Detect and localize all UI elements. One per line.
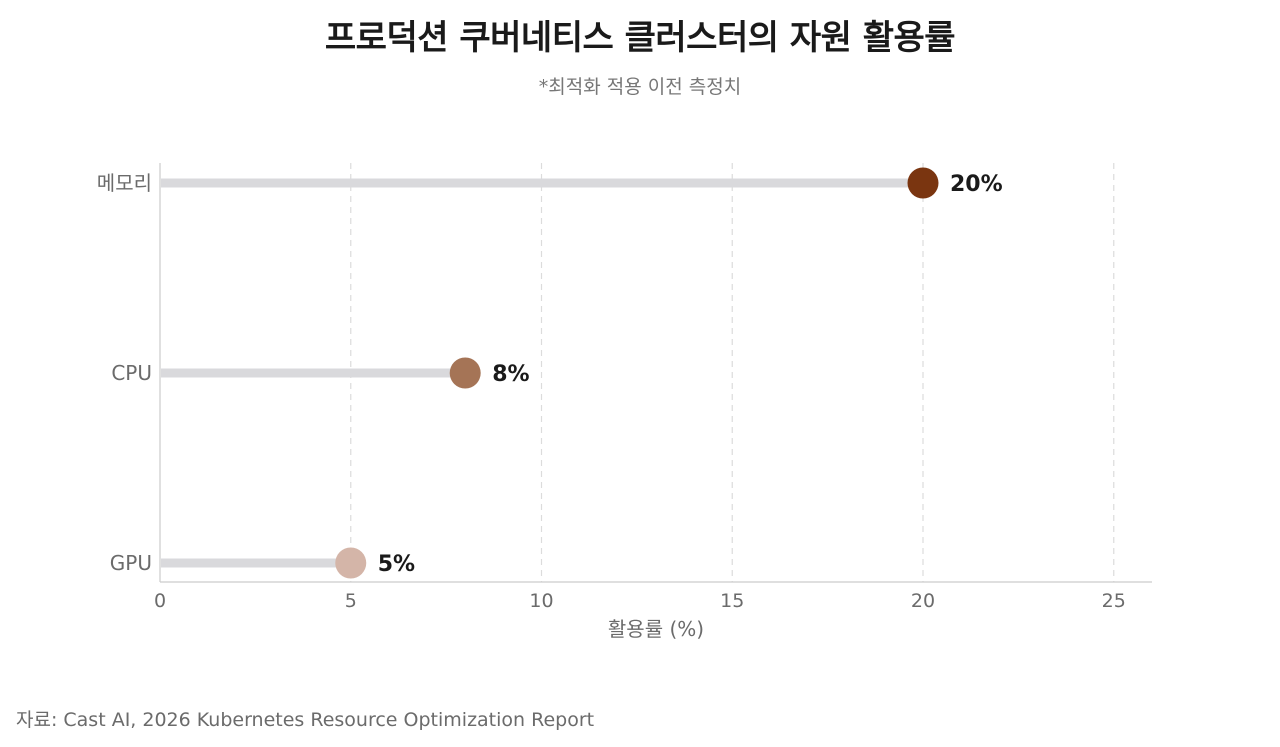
source-note: 자료: Cast AI, 2026 Kubernetes Resource Op… xyxy=(16,709,595,731)
x-axis-label: 활용률 (%) xyxy=(608,617,704,641)
x-tick-label: 10 xyxy=(529,590,553,612)
y-category-label: 메모리 xyxy=(97,171,152,195)
x-tick-label: 25 xyxy=(1102,590,1126,612)
x-tick-label: 5 xyxy=(345,590,357,612)
value-label: 8% xyxy=(492,362,529,387)
marks-layer: 20% 8% 5% xyxy=(161,167,1003,579)
x-tick-label: 0 xyxy=(154,590,166,612)
lollipop-dot xyxy=(907,167,939,199)
y-category-label: CPU xyxy=(111,361,152,385)
chart-title: 프로덕션 쿠버네티스 클러스터의 자원 활용률 xyxy=(324,18,956,58)
value-label: 20% xyxy=(950,172,1003,197)
chart-subtitle: *최적화 적용 이전 측정치 xyxy=(538,76,742,98)
lollipop-dot xyxy=(335,547,367,579)
x-tick-label: 15 xyxy=(720,590,744,612)
x-tick-label: 20 xyxy=(911,590,935,612)
lollipop-dot xyxy=(449,357,481,389)
y-category-label: GPU xyxy=(110,551,152,575)
axis-layer: 0 5 10 15 20 25 메모리 CPU GPU xyxy=(97,163,1152,612)
value-label: 5% xyxy=(378,552,415,577)
